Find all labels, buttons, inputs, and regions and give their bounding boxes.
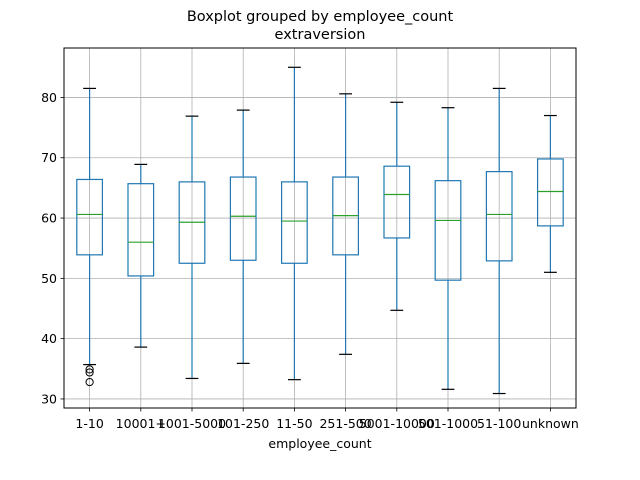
x-tick-label: 1-10 — [75, 416, 103, 431]
y-tick-label: 60 — [41, 211, 57, 226]
iqr-box — [127, 183, 155, 277]
x-tick-label: 11-50 — [276, 416, 312, 431]
box-group — [76, 87, 104, 387]
y-tick-label: 40 — [41, 331, 57, 346]
chart-title: Boxplot grouped by employee_count — [187, 9, 454, 25]
outlier-point — [85, 377, 94, 387]
outlier-point — [85, 365, 94, 374]
box-group — [536, 114, 564, 273]
iqr-box — [383, 165, 411, 239]
box-group — [332, 93, 359, 355]
iqr-box — [485, 171, 513, 262]
box-group — [178, 115, 206, 380]
x-tick-label: 51-100 — [477, 416, 521, 431]
chart-subtitle: extraversion — [275, 27, 366, 43]
y-tick-label: 70 — [41, 150, 57, 165]
box-group — [434, 107, 462, 390]
outlier-point — [85, 368, 94, 377]
boxes — [76, 66, 564, 395]
box-group — [127, 163, 155, 348]
x-axis-label: employee_count — [268, 436, 371, 451]
y-tick-label: 30 — [41, 391, 57, 406]
plot-area-frame — [63, 47, 577, 409]
x-tick-label: 5001-10000 — [359, 416, 435, 431]
x-tick-label: 501-1000 — [418, 416, 478, 431]
x-tick-label: 251-500 — [319, 416, 371, 431]
iqr-box — [536, 158, 564, 227]
x-tick-label: 101-250 — [217, 416, 269, 431]
iqr-box — [76, 178, 104, 256]
iqr-box — [229, 176, 257, 261]
iqr-box — [281, 181, 308, 264]
x-tick-label: 1001-5000 — [158, 416, 226, 431]
box-group — [281, 66, 308, 381]
y-tick-label: 80 — [41, 90, 57, 105]
y-tick-label: 50 — [41, 271, 57, 286]
box-group — [383, 101, 411, 311]
x-tick-label: unknown — [522, 416, 579, 431]
iqr-box — [434, 180, 462, 281]
box-group — [485, 87, 513, 395]
x-tick-label: 10001+ — [116, 416, 166, 431]
box-group — [229, 109, 257, 364]
